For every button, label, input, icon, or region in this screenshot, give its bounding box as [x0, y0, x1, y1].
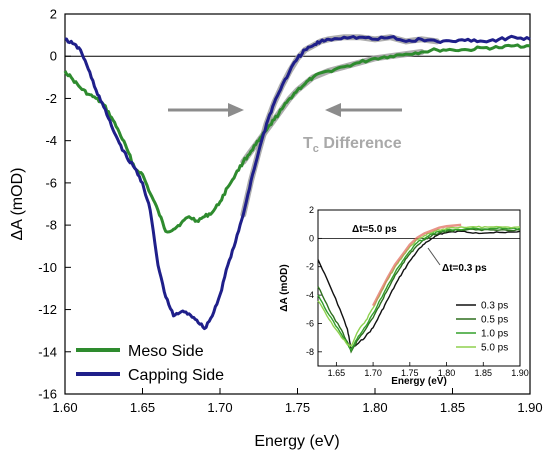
inset-x-tick-label: 1.70: [364, 368, 382, 378]
main-x-tick-label: 1.70: [207, 400, 232, 415]
tc-arrow-left-head: [325, 103, 341, 117]
inset-series-line-3: [317, 225, 521, 348]
inset-x-tick-label: 1.85: [475, 368, 493, 378]
inset-y-tick-label: 0: [309, 233, 314, 243]
main-x-tick-label: 1.60: [52, 400, 77, 415]
main-x-tick-label: 1.85: [440, 400, 465, 415]
inset-y-tick-label: -6: [306, 318, 314, 328]
tc-difference-label: Tc Difference: [303, 135, 402, 155]
inset-x-tick-label: 1.65: [328, 368, 346, 378]
inset-series-line-0: [317, 230, 521, 351]
main-x-tick-label: 1.80: [362, 400, 387, 415]
tc-difference-arrows: [168, 103, 402, 117]
main-y-tick-label: -6: [45, 175, 57, 190]
inset-legend-label-1: 0.5 ps: [481, 315, 508, 326]
main-x-axis-label: Energy (eV): [254, 433, 339, 450]
main-series-line-meso: [63, 43, 531, 234]
main-y-tick-label: -16: [38, 387, 57, 402]
inset-x-tick-label: 1.80: [438, 368, 456, 378]
inset-series-group: [317, 225, 521, 354]
inset-fit-curve: [371, 223, 462, 307]
inset-y-tick-label: 2: [309, 205, 314, 215]
inset-y-tick-label: -4: [306, 290, 314, 300]
inset-y-axis-label: ΔA (mOD): [279, 264, 290, 311]
inset-annotation-arrow: [427, 247, 441, 266]
inset-annotation-5ps: Δt=5.0 ps: [352, 224, 397, 235]
main-series-line-capping: [64, 34, 531, 331]
main-tick-labels: 1.60 1.65 1.70 1.75 1.80 1.85 1.90 2 0 -2 -4 -6 -8 -1…: [38, 7, 542, 416]
tc-arrow-right-head: [228, 103, 244, 117]
main-x-tick-label: 1.75: [285, 400, 310, 415]
main-y-tick-label: 0: [50, 49, 57, 64]
main-y-axis-label: ΔA (mOD): [9, 168, 26, 241]
main-ticks: [64, 13, 531, 395]
legend-label-capping: Capping Side: [128, 367, 224, 384]
main-y-tick-label: -12: [38, 302, 57, 317]
inset-legend-label-3: 5.0 ps: [481, 343, 508, 354]
main-y-tick-label: -2: [45, 91, 57, 106]
inset-series-line-2: [317, 226, 521, 353]
inset-y-tick-label: -2: [306, 262, 314, 272]
main-y-tick-label: 2: [50, 7, 57, 22]
main-x-tick-label: 1.90: [517, 400, 542, 415]
main-y-tick-label: -4: [45, 133, 57, 148]
inset-legend-label-0: 0.3 ps: [481, 301, 508, 312]
inset-tick-labels: 1.65 1.70 1.75 1.80 1.85 1.90 2 0 -2 -4 -6 -8: [306, 205, 529, 378]
main-legend: Meso Side Capping Side: [76, 343, 224, 384]
inset-x-axis-label: Energy (eV): [391, 376, 447, 387]
inset-y-tick-label: -8: [306, 347, 314, 357]
main-y-tick-label: -10: [38, 260, 57, 275]
main-series-group: [63, 34, 531, 331]
inset-legend: 0.3 ps 0.5 ps 1.0 ps 5.0 ps: [456, 301, 508, 354]
inset-chart: 1.65 1.70 1.75 1.80 1.85 1.90 2 0 -2 -4 -6 -8 Energ…: [279, 205, 529, 387]
main-x-tick-label: 1.65: [130, 400, 155, 415]
inset-legend-label-2: 1.0 ps: [481, 329, 508, 340]
legend-label-meso: Meso Side: [128, 343, 204, 360]
inset-annotation-03ps: Δt=0.3 ps: [442, 263, 487, 274]
inset-x-tick-label: 1.75: [401, 368, 419, 378]
inset-x-tick-label: 1.90: [511, 368, 529, 378]
main-y-tick-label: -8: [45, 218, 57, 233]
main-y-tick-label: -14: [38, 344, 57, 359]
